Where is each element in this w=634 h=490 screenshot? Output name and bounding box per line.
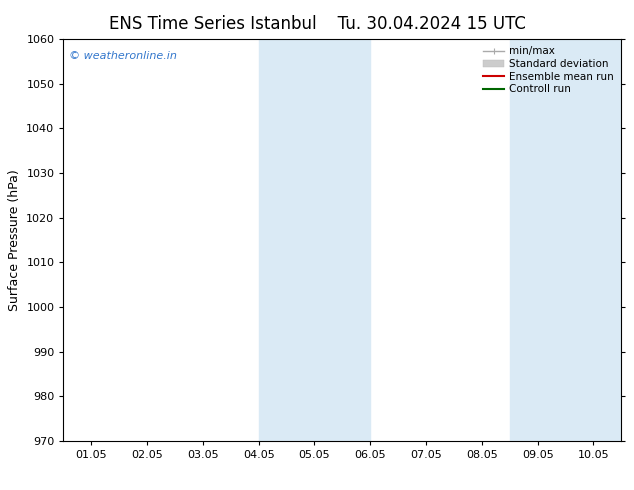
Text: ENS Time Series Istanbul    Tu. 30.04.2024 15 UTC: ENS Time Series Istanbul Tu. 30.04.2024 …: [108, 15, 526, 33]
Bar: [510, 39, 621, 441]
Legend: min/max, Standard deviation, Ensemble mean run, Controll run: min/max, Standard deviation, Ensemble me…: [481, 45, 616, 97]
Text: © weatheronline.in: © weatheronline.in: [69, 51, 177, 61]
Y-axis label: Surface Pressure (hPa): Surface Pressure (hPa): [8, 169, 21, 311]
Bar: [259, 39, 370, 441]
